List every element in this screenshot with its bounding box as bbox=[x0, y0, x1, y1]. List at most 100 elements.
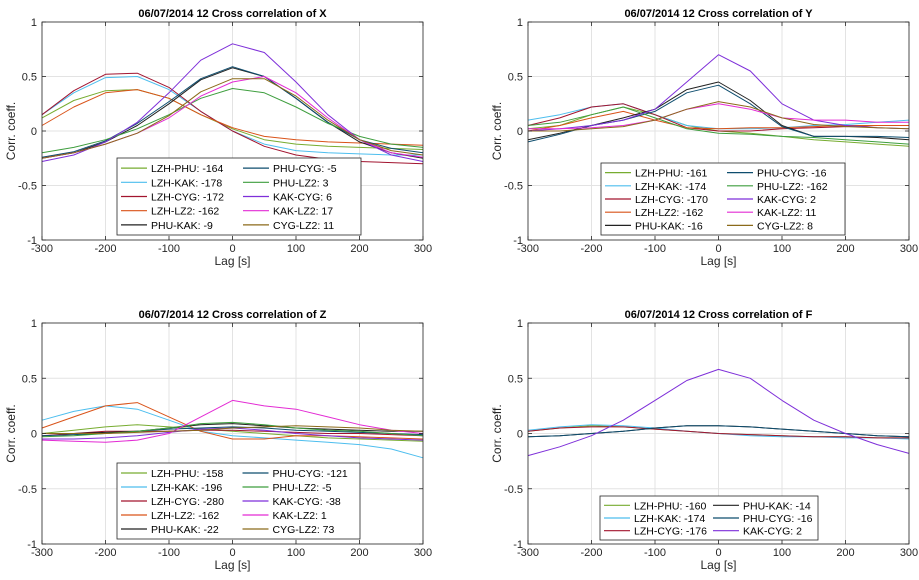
y-tick-label: 1 bbox=[517, 318, 523, 330]
x-tick-label: 0 bbox=[715, 547, 721, 559]
series-line-4 bbox=[41, 89, 424, 146]
legend-entry-label: KAK-CYG: -38 bbox=[273, 496, 341, 508]
legend-entry-label: CYG-LZ2: 8 bbox=[757, 220, 813, 232]
y-tick-label: 0 bbox=[31, 429, 37, 441]
x-axis-label: Lag [s] bbox=[700, 254, 736, 268]
series-line-1 bbox=[41, 424, 424, 442]
x-tick-label: 200 bbox=[836, 547, 854, 559]
series-line-3 bbox=[41, 429, 424, 437]
y-tick-label: -0.5 bbox=[18, 181, 37, 193]
legend-entry-label: LZH-LZ2: -162 bbox=[151, 206, 219, 218]
legend-entry-label: CYG-LZ2: 73 bbox=[273, 524, 335, 536]
x-tick-label: 200 bbox=[350, 243, 368, 255]
legend-entry-label: LZH-KAK: -196 bbox=[151, 482, 222, 494]
legend-entry-label: KAK-LZ2: 17 bbox=[273, 206, 333, 218]
series-line-7 bbox=[527, 106, 910, 145]
x-tick-label: -200 bbox=[580, 243, 602, 255]
legend-entry-label: PHU-CYG: -5 bbox=[273, 163, 337, 175]
legend-entry-label: PHU-CYG: -121 bbox=[273, 468, 348, 480]
legend-entry-label: LZH-CYG: -172 bbox=[151, 192, 224, 204]
legend-entry-label: PHU-KAK: -22 bbox=[151, 524, 219, 536]
y-axis-label: Corr. coeff. bbox=[490, 102, 504, 160]
legend-entry-label: PHU-LZ2: 3 bbox=[273, 177, 329, 189]
legend-entry-label: KAK-LZ2: 1 bbox=[273, 510, 327, 522]
x-tick-label: -300 bbox=[31, 547, 53, 559]
legend-entry-label: PHU-KAK: -14 bbox=[743, 500, 811, 512]
x-tick-label: 0 bbox=[229, 547, 235, 559]
chart-title: 06/07/2014 12 Cross correlation of Z bbox=[139, 309, 327, 321]
legend-entry-label: CYG-LZ2: 11 bbox=[273, 220, 334, 232]
x-tick-label: -200 bbox=[94, 547, 116, 559]
y-tick-label: 1 bbox=[31, 17, 37, 29]
x-tick-label: 300 bbox=[414, 547, 432, 559]
legend-entry-label: KAK-CYG: 6 bbox=[273, 192, 332, 204]
y-tick-label: 0 bbox=[31, 126, 37, 138]
legend-entry-label: LZH-CYG: -280 bbox=[151, 496, 224, 508]
series-line-6 bbox=[527, 368, 910, 457]
legend-entry-label: LZH-KAK: -178 bbox=[151, 177, 222, 189]
x-tick-label: -100 bbox=[158, 547, 180, 559]
x-tick-label: -100 bbox=[644, 243, 666, 255]
series-line-10 bbox=[42, 425, 424, 434]
y-tick-label: -1 bbox=[513, 235, 523, 247]
legend-entry-label: LZH-PHU: -160 bbox=[634, 500, 707, 512]
legend-box bbox=[600, 162, 846, 236]
series-line-7 bbox=[41, 88, 424, 154]
legend-entry-label: PHU-KAK: -9 bbox=[151, 220, 213, 232]
x-tick-label: 200 bbox=[350, 547, 368, 559]
chart-panel-1: -300 -200 -100 0 100 200 300 -1 -0.5 0 0.5 1 06/07/2… bbox=[4, 8, 432, 268]
y-tick-label: 1 bbox=[31, 318, 37, 330]
x-tick-label: -100 bbox=[158, 243, 180, 255]
y-tick-label: -1 bbox=[27, 539, 37, 551]
x-tick-label: 100 bbox=[773, 547, 791, 559]
series-line-9 bbox=[528, 103, 909, 130]
x-tick-label: 100 bbox=[773, 243, 791, 255]
series-line-8 bbox=[527, 54, 910, 132]
legend-entry-label: PHU-LZ2: -5 bbox=[273, 482, 332, 494]
y-tick-label: 0.5 bbox=[22, 72, 37, 84]
legend-entry-label: KAK-LZ2: 11 bbox=[757, 207, 816, 219]
chart-title: 06/07/2014 12 Cross correlation of X bbox=[138, 8, 327, 20]
x-tick-label: 200 bbox=[836, 243, 854, 255]
legend-entry-label: PHU-LZ2: -162 bbox=[757, 181, 828, 193]
chart-title: 06/07/2014 12 Cross correlation of F bbox=[625, 309, 813, 321]
legend-entry-label: LZH-CYG: -170 bbox=[635, 194, 708, 206]
series-line-4 bbox=[41, 402, 424, 440]
legend-entry-label: LZH-PHU: -158 bbox=[151, 468, 224, 480]
x-tick-label: 100 bbox=[287, 243, 305, 255]
x-tick-label: -300 bbox=[517, 243, 539, 255]
legend-entry-label: KAK-CYG: 2 bbox=[743, 526, 802, 538]
legend-entry-label: LZH-LZ2: -162 bbox=[635, 207, 703, 219]
x-tick-label: 0 bbox=[715, 243, 721, 255]
legend-entry-label: PHU-CYG: -16 bbox=[743, 513, 813, 525]
x-tick-label: 0 bbox=[229, 243, 235, 255]
x-tick-label: 100 bbox=[287, 547, 305, 559]
chart-panel-4: -300 -200 -100 0 100 200 300 -1 -0.5 0 0.5 1 06/07/2… bbox=[490, 309, 918, 572]
y-tick-label: -1 bbox=[27, 235, 37, 247]
series-line-9 bbox=[41, 399, 424, 443]
legend-entry-label: LZH-PHU: -161 bbox=[635, 168, 708, 180]
y-tick-label: -0.5 bbox=[18, 484, 37, 496]
x-axis-label: Lag [s] bbox=[700, 558, 736, 572]
legend-entry-label: LZH-KAK: -174 bbox=[634, 513, 705, 525]
legend-entry-label: LZH-PHU: -164 bbox=[151, 163, 224, 175]
chart-panel-3: -300 -200 -100 0 100 200 300 -1 -0.5 0 0.5 1 06/07/2… bbox=[4, 309, 432, 572]
legend-entry-label: LZH-CYG: -176 bbox=[634, 526, 707, 538]
x-axis-label: Lag [s] bbox=[214, 558, 250, 572]
y-tick-label: -0.5 bbox=[504, 484, 523, 496]
y-tick-label: 0 bbox=[517, 126, 523, 138]
x-tick-label: -300 bbox=[31, 243, 53, 255]
chart-title: 06/07/2014 12 Cross correlation of Y bbox=[624, 8, 813, 20]
x-tick-label: -200 bbox=[580, 547, 602, 559]
x-axis-label: Lag [s] bbox=[214, 254, 250, 268]
y-tick-label: 0 bbox=[517, 429, 523, 441]
series-line-1 bbox=[41, 89, 424, 150]
legend: LZH-PHU: -158 LZH-KAK: -196 LZH-CYG: -280 L… bbox=[116, 462, 361, 540]
x-tick-label: 300 bbox=[900, 547, 918, 559]
x-tick-label: -200 bbox=[94, 243, 116, 255]
y-axis-label: Corr. coeff. bbox=[4, 102, 18, 160]
y-tick-label: 0.5 bbox=[508, 373, 523, 385]
y-tick-label: 1 bbox=[517, 17, 523, 29]
